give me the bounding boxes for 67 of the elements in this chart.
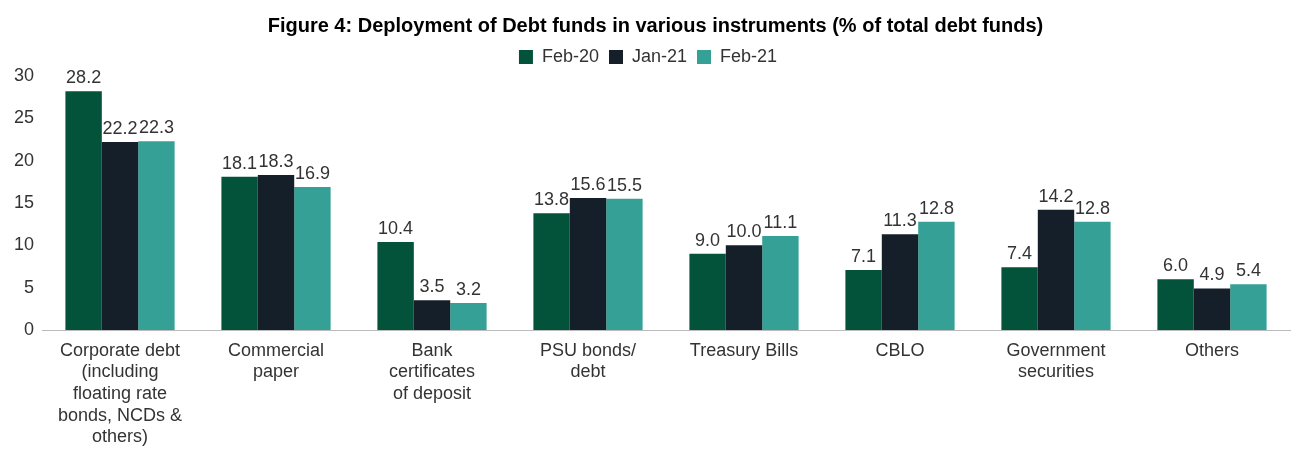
bar: [845, 269, 882, 330]
data-label: 9.0: [695, 229, 721, 250]
bar: [294, 186, 331, 330]
x-tick-label: Corporate debt (including floating rate bonds, NCDs & others): [57, 339, 183, 447]
bar: [689, 253, 726, 330]
bar: [725, 245, 763, 330]
bar: [413, 300, 451, 330]
data-label: 3.2: [455, 278, 481, 299]
bar: [1230, 284, 1267, 330]
x-tick-label: Others: [1184, 339, 1240, 360]
bar: [1037, 209, 1075, 330]
data-label: 10.4: [378, 217, 414, 238]
y-tick-label: 10: [13, 234, 35, 255]
bar: [257, 175, 295, 330]
y-tick-label: 20: [13, 149, 35, 170]
bar: [138, 141, 175, 330]
x-tick-label: CBLO: [875, 339, 925, 360]
x-tick-label: PSU bonds/ debt: [539, 339, 637, 382]
data-label: 22.3: [138, 117, 174, 138]
bar: [101, 142, 139, 330]
bar: [533, 213, 570, 330]
data-label: 10.0: [726, 221, 762, 242]
data-label: 18.1: [222, 152, 258, 173]
data-label: 7.1: [851, 245, 877, 266]
y-tick-label: 25: [13, 107, 35, 128]
bar: [918, 221, 955, 330]
data-label: 18.3: [258, 151, 294, 172]
x-tick-label: Treasury Bills: [689, 339, 799, 360]
bar: [762, 236, 799, 330]
legend-label: Feb-21: [720, 45, 778, 66]
y-tick-label: 5: [24, 276, 35, 297]
data-label: 11.3: [883, 210, 917, 231]
legend-label: Jan-21: [631, 45, 688, 66]
bar: [569, 197, 607, 330]
bar: [881, 234, 919, 330]
bar: [221, 176, 258, 330]
data-label: 4.9: [1199, 264, 1225, 285]
data-label: 16.9: [294, 162, 330, 183]
y-tick-label: 30: [13, 64, 35, 85]
bar: [377, 241, 414, 330]
x-tick-label: Bank certificates of deposit: [389, 339, 476, 403]
data-label: 28.2: [66, 67, 102, 88]
x-tick-label: Government securities: [1006, 339, 1106, 382]
x-tick-label: Commercial paper: [228, 339, 325, 382]
data-label: 13.8: [534, 189, 570, 210]
bar: [1074, 221, 1111, 330]
bar: [606, 198, 643, 330]
bar: [1193, 288, 1231, 330]
data-label: 7.4: [1007, 243, 1033, 264]
data-label: 14.2: [1038, 185, 1074, 206]
data-label: 15.5: [606, 174, 642, 195]
chart-title: Figure 4: Deployment of Debt funds in various instruments (% of total debt funds): [266, 13, 1045, 38]
y-tick-label: 15: [13, 191, 35, 212]
data-label: 22.2: [102, 118, 138, 139]
bar: [1001, 267, 1038, 330]
bar: [1157, 279, 1194, 330]
data-label: 15.6: [570, 173, 606, 194]
bar: [65, 91, 102, 330]
y-tick-label: 0: [24, 318, 35, 339]
data-label: 3.5: [419, 276, 445, 297]
bar: [450, 302, 487, 330]
data-label: 12.8: [1074, 197, 1110, 218]
data-label: 12.8: [918, 197, 954, 218]
data-label: 11.1: [763, 211, 798, 232]
legend-label: Feb-20: [541, 45, 599, 66]
data-label: 5.4: [1235, 260, 1261, 281]
data-label: 6.0: [1163, 255, 1189, 276]
